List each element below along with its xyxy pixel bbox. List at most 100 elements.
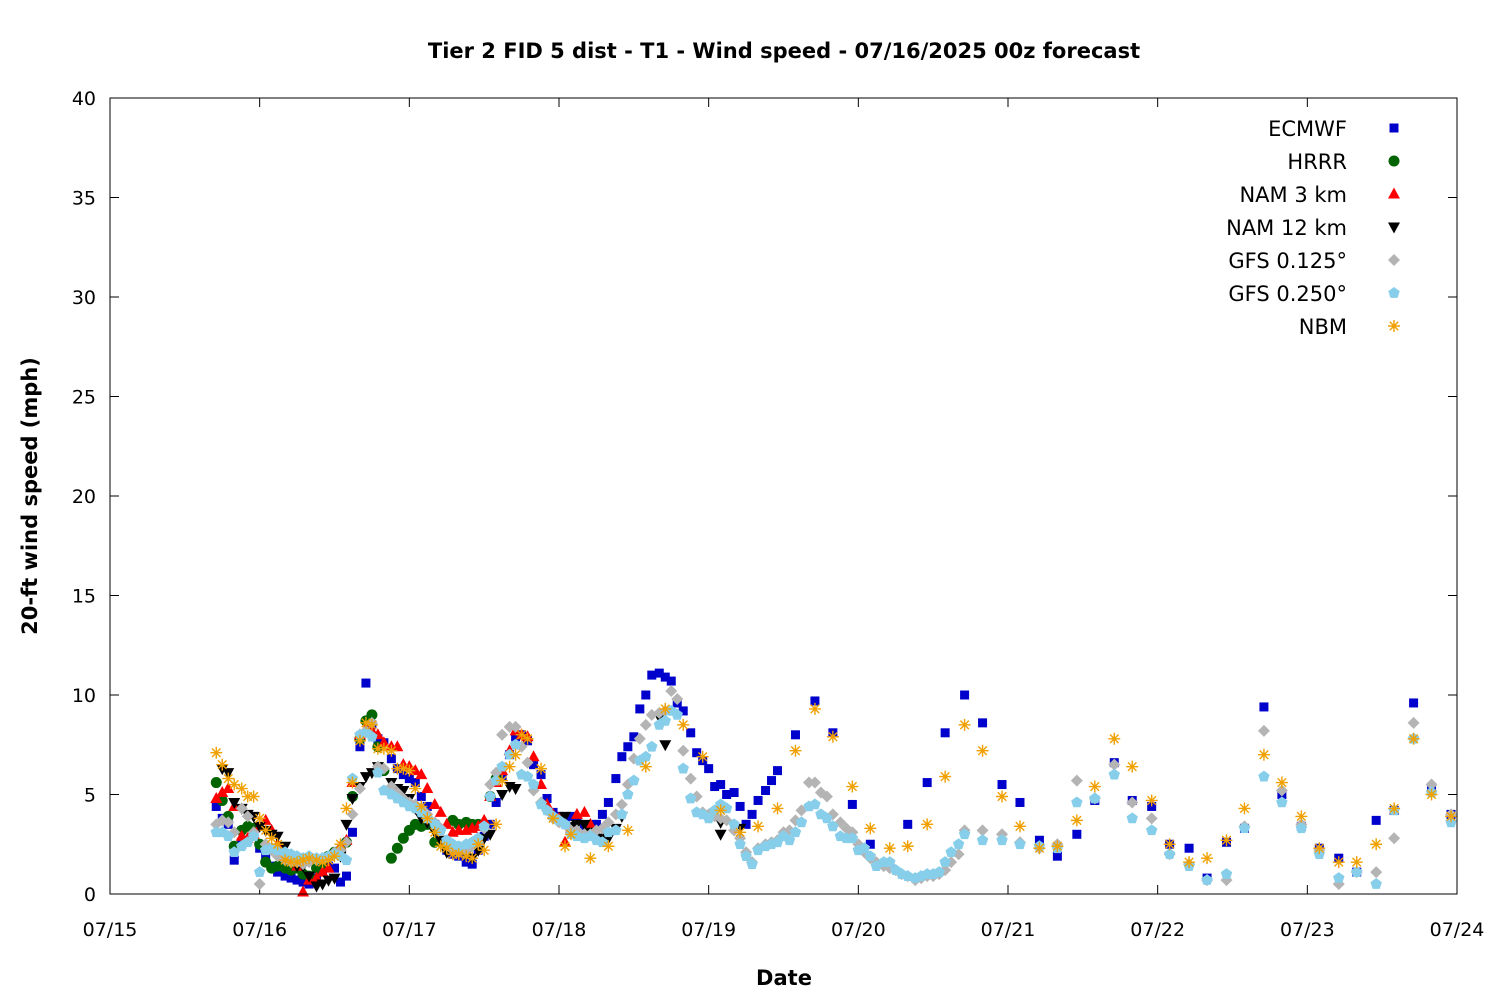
y-tick-label: 40 [72,88,96,110]
data-point [210,777,222,789]
data-point [558,811,571,823]
data-point [478,820,490,832]
data-point [228,778,241,791]
data-point [216,758,229,771]
data-point [1332,856,1345,869]
data-point [1183,856,1196,869]
data-point [633,732,646,745]
data-point [261,851,271,861]
data-point [939,856,951,868]
data-point [1445,810,1458,823]
data-point [615,798,628,811]
data-point [509,784,522,796]
data-point [316,856,329,869]
data-point [622,788,634,800]
x-tick-label: 07/16 [232,919,287,941]
data-point [1425,788,1438,801]
data-point [316,879,329,891]
data-point [639,760,652,773]
data-point [1409,698,1419,708]
data-point [328,873,341,885]
data-point [547,812,560,825]
x-tick-label: 07/19 [681,919,736,941]
data-point [322,861,335,873]
data-point [564,828,577,841]
data-point [922,778,932,788]
data-point [279,854,292,867]
data-point [1013,820,1026,833]
data-point [1145,824,1158,836]
data-point [247,830,260,842]
data-point [940,728,950,738]
data-point [365,718,378,731]
data-point [216,786,229,798]
data-point [1220,834,1233,847]
data-point [297,854,310,867]
data-point [864,822,877,835]
data-point [996,790,1009,803]
data-points [210,668,1458,897]
data-point [826,730,839,743]
data-point [714,804,727,817]
data-point [259,824,272,837]
legend-label: NAM 12 km [1226,216,1347,240]
data-point [958,718,971,731]
data-point [809,798,821,810]
data-point [241,810,254,823]
data-point [1238,802,1251,815]
data-point [771,802,784,815]
axis-ticks: 07/15 07/16 07/17 07/18 07/19 07/20 07/21 07/22… [72,88,1485,941]
data-point [210,791,223,803]
data-point [484,790,496,802]
data-point [409,782,422,795]
data-point [511,732,521,742]
data-point [253,878,266,891]
data-point [584,852,597,865]
data-point [734,838,746,850]
data-point [1371,815,1381,825]
data-point [496,774,509,787]
data-point [535,762,548,775]
data-point [521,732,534,745]
legend-marker [1388,155,1400,167]
data-point [1145,812,1158,825]
data-point [1201,852,1214,865]
data-point [366,709,378,721]
data-point [235,802,248,815]
y-tick-label: 0 [84,884,96,906]
data-point [330,863,339,873]
data-point [1238,822,1251,834]
data-point [603,797,613,807]
legend-label: GFS 0.250° [1228,282,1347,306]
data-point [684,772,697,785]
data-point [790,730,800,740]
data-point [1407,732,1420,745]
data-point [666,676,676,686]
legend: ECMWF HRRR NAM 3 km NAM 12 km GFS 0.125° GFS … [1226,117,1400,339]
data-point [939,770,952,783]
data-point [286,873,296,883]
data-point [665,685,678,698]
data-point [1313,842,1326,855]
data-point [611,774,621,784]
data-point [710,782,720,792]
data-point [864,850,877,862]
data-point [635,704,645,714]
data-point [228,846,240,858]
data-point [921,818,934,831]
data-point [789,826,802,838]
data-point [385,744,398,757]
x-tick-label: 07/17 [382,919,437,941]
y-tick-label: 10 [72,685,96,707]
data-point [303,852,316,865]
data-point [359,716,372,729]
data-point [478,813,491,825]
data-point [685,792,697,804]
y-tick-label: 20 [72,486,96,508]
data-point [353,782,366,795]
data-point [509,720,522,733]
data-point [372,766,384,778]
data-point [247,790,260,803]
data-point [391,842,403,854]
data-point [521,770,534,782]
